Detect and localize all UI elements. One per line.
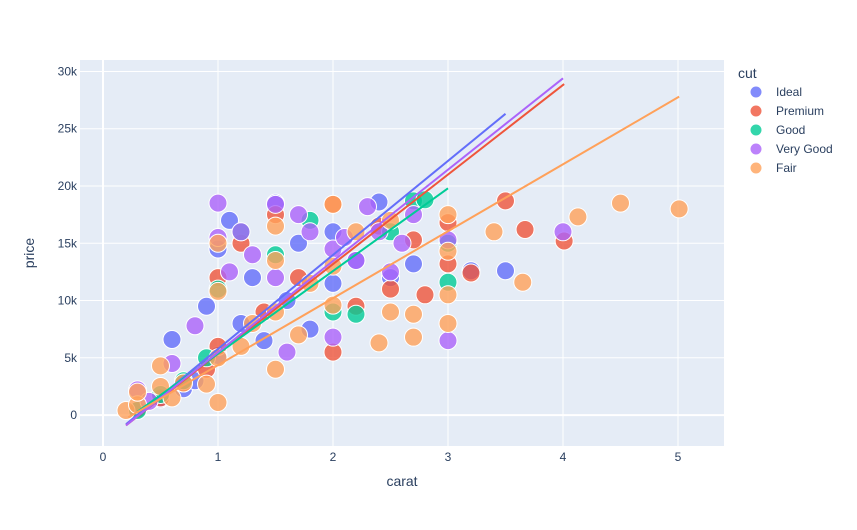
y-tick-label: 30k bbox=[58, 64, 78, 78]
y-tick-label: 15k bbox=[58, 236, 78, 250]
point-fair bbox=[438, 205, 458, 225]
point-fair bbox=[381, 302, 400, 322]
point-fair bbox=[346, 222, 366, 242]
point-ideal bbox=[323, 273, 343, 293]
trendline-ideal bbox=[125, 113, 507, 426]
legend-item-very-good[interactable]: Very Good bbox=[749, 142, 833, 156]
point-very-good bbox=[231, 222, 251, 242]
point-fair bbox=[611, 193, 630, 213]
point-fair bbox=[513, 272, 533, 292]
point-fair bbox=[404, 304, 423, 324]
point-fair bbox=[438, 241, 458, 261]
point-fair bbox=[669, 199, 689, 219]
point-very-good bbox=[289, 205, 308, 225]
legend-label: Very Good bbox=[776, 142, 833, 156]
y-tick-label: 5k bbox=[64, 351, 78, 365]
point-premium bbox=[461, 263, 481, 283]
point-fair bbox=[266, 359, 285, 379]
point-premium bbox=[515, 220, 535, 240]
point-premium bbox=[415, 285, 435, 305]
points-layer bbox=[116, 190, 689, 420]
point-fair bbox=[438, 285, 458, 305]
point-premium bbox=[496, 191, 515, 211]
point-fair bbox=[151, 356, 170, 376]
point-very-good bbox=[185, 316, 205, 336]
point-fair bbox=[323, 194, 343, 214]
point-ideal bbox=[289, 233, 308, 253]
point-fair bbox=[438, 313, 458, 333]
legend-marker bbox=[749, 142, 763, 156]
x-tick-label: 2 bbox=[330, 450, 337, 464]
x-tick-label: 5 bbox=[675, 450, 682, 464]
legend-title: cut bbox=[738, 65, 757, 81]
point-very-good bbox=[208, 193, 228, 213]
point-very-good bbox=[438, 331, 458, 351]
point-fair bbox=[289, 325, 308, 345]
legend-label: Fair bbox=[776, 161, 797, 175]
legend[interactable]: cut Ideal Premium Good Very Good Fair bbox=[738, 65, 833, 175]
point-fair bbox=[404, 327, 423, 347]
point-fair bbox=[369, 333, 389, 353]
point-very-good bbox=[266, 194, 285, 214]
x-axis-title: carat bbox=[386, 473, 417, 489]
x-tick-label: 4 bbox=[560, 450, 567, 464]
point-fair bbox=[208, 281, 228, 301]
legend-item-ideal[interactable]: Ideal bbox=[749, 85, 802, 99]
x-tick-label: 3 bbox=[445, 450, 452, 464]
point-ideal bbox=[404, 254, 423, 274]
tick-label-layer: 0 1 2 3 4 5 0 5k 10k 15k 20k 25k 30k bbox=[58, 64, 682, 464]
y-tick-label: 25k bbox=[58, 122, 78, 136]
y-axis-title: price bbox=[21, 238, 37, 269]
point-fair bbox=[266, 250, 285, 270]
point-very-good bbox=[277, 342, 297, 362]
point-fair bbox=[208, 392, 228, 412]
legend-item-premium[interactable]: Premium bbox=[749, 104, 824, 118]
plot-area bbox=[116, 77, 689, 427]
point-very-good bbox=[358, 197, 377, 217]
point-fair bbox=[197, 374, 216, 394]
point-fair bbox=[568, 207, 588, 227]
legend-marker bbox=[749, 161, 763, 175]
legend-item-good[interactable]: Good bbox=[749, 123, 805, 137]
legend-label: Ideal bbox=[776, 85, 802, 99]
point-ideal bbox=[197, 296, 216, 316]
point-ideal bbox=[162, 329, 182, 349]
point-good bbox=[346, 304, 366, 324]
point-ideal bbox=[243, 268, 262, 288]
point-very-good bbox=[300, 222, 320, 242]
y-tick-label: 20k bbox=[58, 179, 78, 193]
y-tick-label: 10k bbox=[58, 294, 78, 308]
point-ideal bbox=[496, 261, 515, 281]
point-fair bbox=[208, 233, 228, 253]
x-tick-label: 1 bbox=[215, 450, 222, 464]
trendline-fair bbox=[127, 95, 680, 419]
point-very-good bbox=[266, 268, 285, 288]
point-ideal bbox=[220, 210, 239, 230]
point-very-good bbox=[553, 222, 573, 242]
point-very-good bbox=[220, 262, 239, 282]
y-tick-label: 0 bbox=[70, 408, 77, 422]
point-fair bbox=[128, 382, 147, 402]
point-fair bbox=[484, 222, 504, 242]
legend-label: Good bbox=[776, 123, 805, 137]
point-very-good bbox=[243, 245, 262, 265]
legend-label: Premium bbox=[776, 104, 824, 118]
x-tick-label: 0 bbox=[100, 450, 107, 464]
point-very-good bbox=[392, 233, 412, 253]
legend-items: Ideal Premium Good Very Good Fair bbox=[749, 85, 833, 175]
legend-marker bbox=[749, 104, 763, 118]
point-very-good bbox=[323, 327, 343, 347]
point-fair bbox=[266, 216, 285, 236]
trendline-layer bbox=[125, 77, 680, 427]
legend-marker bbox=[749, 123, 763, 137]
trendline-very-good bbox=[125, 77, 564, 427]
legend-item-fair[interactable]: Fair bbox=[749, 161, 797, 175]
legend-marker bbox=[749, 85, 763, 99]
point-premium bbox=[381, 279, 400, 299]
